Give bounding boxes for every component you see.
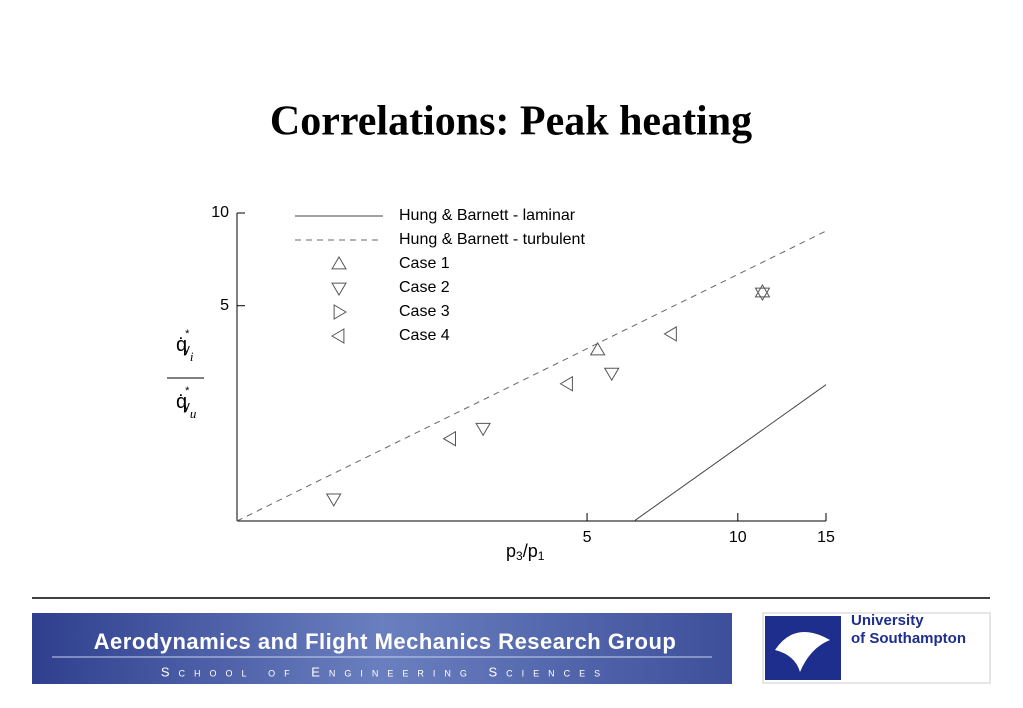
label-part: y xyxy=(183,341,190,356)
logo-dolphin xyxy=(775,632,830,672)
legend-label: Hung & Barnett - laminar xyxy=(399,207,576,224)
label-part: * xyxy=(185,385,190,397)
data-point xyxy=(442,430,457,447)
label-part: /p xyxy=(523,541,538,561)
x-tick-label: 15 xyxy=(817,529,835,546)
label-part: i xyxy=(190,349,194,364)
label-part: 1 xyxy=(538,549,545,563)
label-part: * xyxy=(185,328,190,340)
data-point xyxy=(589,342,606,356)
legend-marker xyxy=(331,256,347,270)
school-name: School of Engineering Sciences xyxy=(161,664,609,679)
series-line xyxy=(236,230,827,522)
logo-text: of Southampton xyxy=(851,630,966,647)
data-point xyxy=(603,367,620,382)
data-point xyxy=(475,422,491,437)
label-part: u xyxy=(190,406,197,421)
x-axis-label: p3/p1 xyxy=(506,541,545,563)
label-part: y xyxy=(183,398,190,413)
chart-title: Correlations: Peak heating xyxy=(270,99,752,145)
series-line xyxy=(633,384,827,522)
legend-label: Case 1 xyxy=(399,255,450,272)
legend-marker xyxy=(331,282,347,296)
label-part: q̇ xyxy=(176,391,187,413)
logo-text: University xyxy=(851,612,924,629)
data-point xyxy=(754,287,771,301)
data-point xyxy=(663,326,677,342)
legend-label: Case 2 xyxy=(399,279,450,296)
x-tick-label: 10 xyxy=(729,529,747,546)
y-axis-label: q̇* yu xyxy=(176,385,197,421)
label-part: 3 xyxy=(516,549,523,563)
legend-label: Case 4 xyxy=(399,327,450,344)
data-point xyxy=(754,284,771,298)
y-axis-label: q̇* yi xyxy=(176,328,194,364)
group-name: Aerodynamics and Flight Mechanics Resear… xyxy=(94,629,677,654)
legend-label: Case 3 xyxy=(399,303,450,320)
label-part: p xyxy=(506,541,516,561)
legend-label: Hung & Barnett - turbulent xyxy=(399,231,585,248)
data-point xyxy=(559,375,573,392)
banner xyxy=(32,613,732,684)
label-part: q̇ xyxy=(176,334,187,356)
legend-marker xyxy=(333,304,347,320)
x-tick-label: 5 xyxy=(583,529,592,546)
data-point xyxy=(325,493,342,507)
y-tick-label: 10 xyxy=(211,204,229,221)
legend-marker xyxy=(331,328,345,344)
y-tick-label: 5 xyxy=(220,297,229,314)
